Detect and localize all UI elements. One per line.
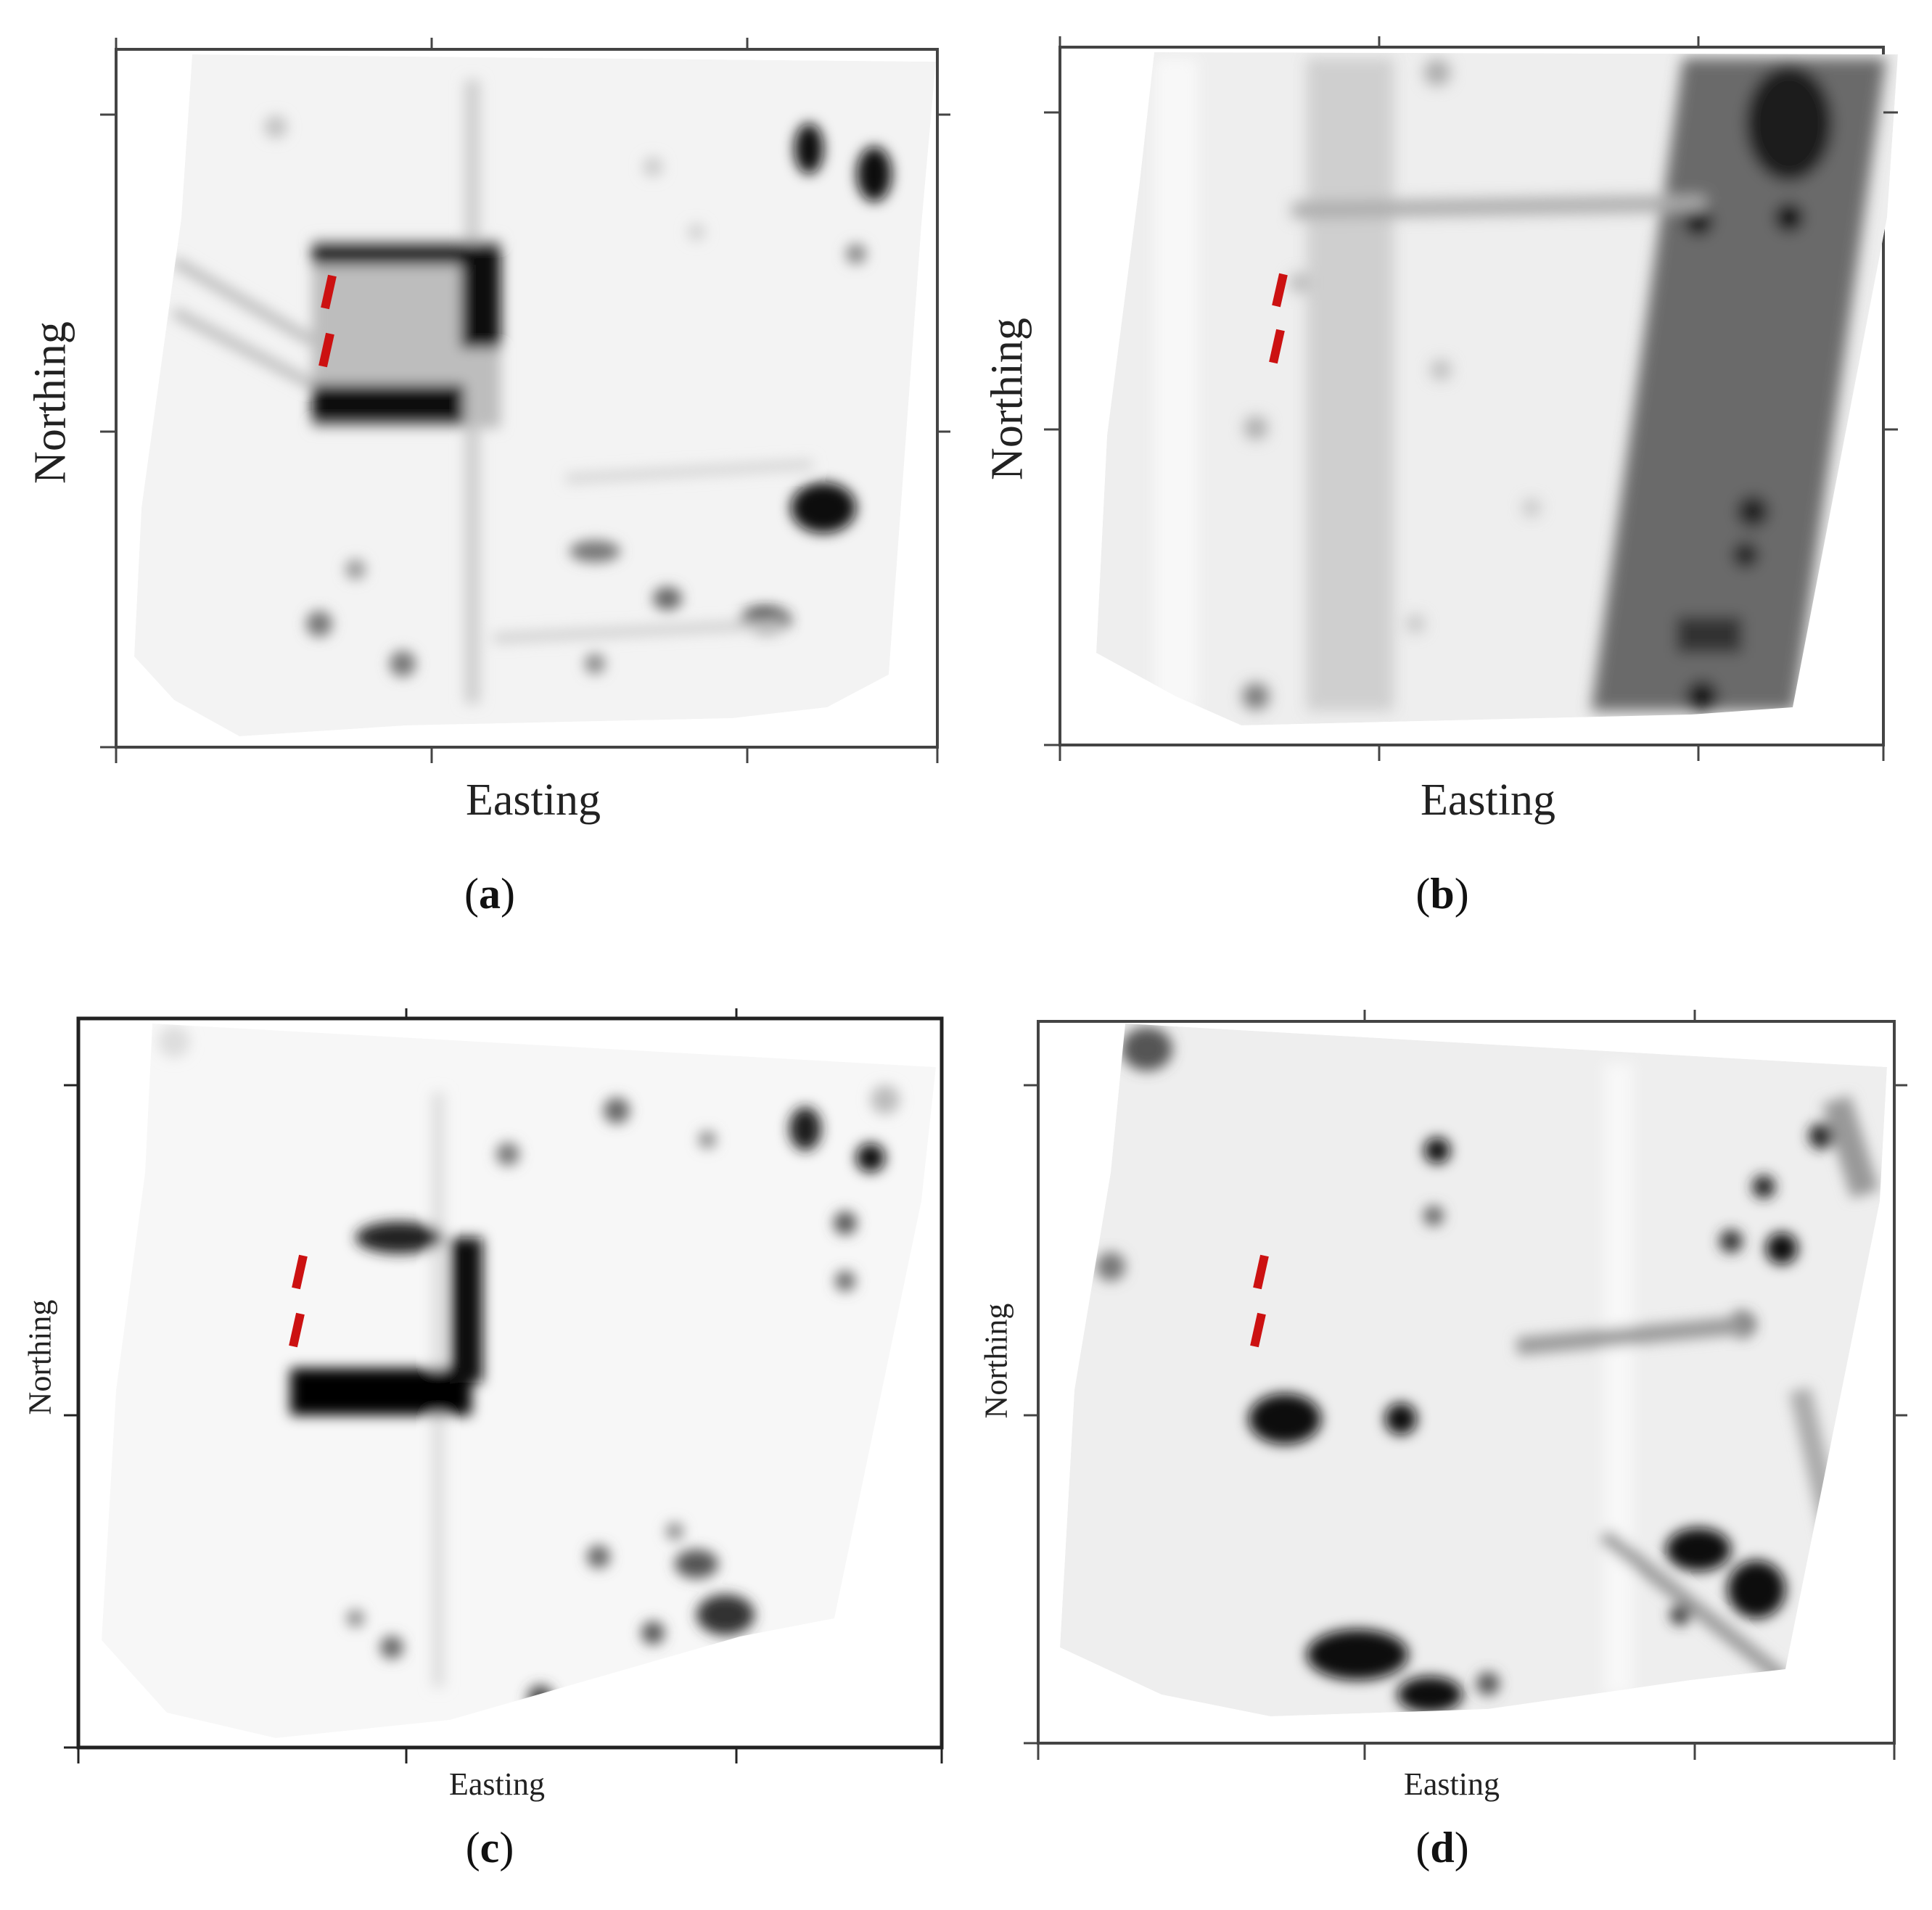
xlabel-c: Easting bbox=[449, 1766, 545, 1802]
map-c bbox=[64, 1008, 944, 1763]
dashed-marker-b bbox=[1269, 273, 1288, 364]
frame-a bbox=[115, 48, 939, 749]
panel-c: Northing Easting bbox=[0, 955, 966, 1910]
map-d bbox=[1024, 1010, 1907, 1760]
xlabel-a: Easting bbox=[466, 775, 601, 825]
map-b bbox=[1044, 36, 1898, 761]
ticks-a bbox=[100, 38, 950, 763]
caption-letter-c: c bbox=[480, 1824, 500, 1872]
ylabel-b: Northing bbox=[982, 318, 1032, 480]
survey-area-b bbox=[1096, 52, 1898, 725]
caption-d: (d) bbox=[1415, 1824, 1469, 1872]
ylabel-a: Northing bbox=[25, 321, 75, 484]
caption-a: (a) bbox=[464, 870, 515, 918]
survey-area-a bbox=[134, 54, 936, 736]
xlabel-b: Easting bbox=[1421, 775, 1555, 825]
caption-letter-d: d bbox=[1430, 1824, 1455, 1872]
ticks-d bbox=[1024, 1010, 1907, 1760]
dashed-marker-c bbox=[289, 1254, 308, 1348]
caption-b: (b) bbox=[1415, 870, 1469, 918]
dashed-marker-d bbox=[1250, 1254, 1269, 1348]
panel-d: Northing Easting bbox=[966, 955, 1932, 1910]
panel-b: Northing Easting bbox=[966, 0, 1932, 955]
survey-area-c bbox=[102, 1024, 936, 1738]
ylabel-d: Northing bbox=[978, 1303, 1014, 1419]
caption-letter-b: b bbox=[1430, 870, 1455, 918]
xlabel-d: Easting bbox=[1404, 1766, 1500, 1802]
ticks-c bbox=[64, 1008, 943, 1763]
frame-d bbox=[1037, 1020, 1896, 1745]
caption-letter-a: a bbox=[479, 870, 501, 918]
survey-area-d bbox=[1060, 1024, 1887, 1716]
map-a bbox=[100, 38, 950, 763]
ylabel-c: Northing bbox=[22, 1299, 58, 1415]
caption-c: (c) bbox=[465, 1824, 514, 1872]
frame-b bbox=[1059, 46, 1885, 746]
frame-c bbox=[76, 1016, 944, 1750]
panel-a: Northing Easting bbox=[0, 0, 966, 955]
ticks-b bbox=[1044, 36, 1898, 761]
dashed-marker-a bbox=[318, 274, 337, 368]
